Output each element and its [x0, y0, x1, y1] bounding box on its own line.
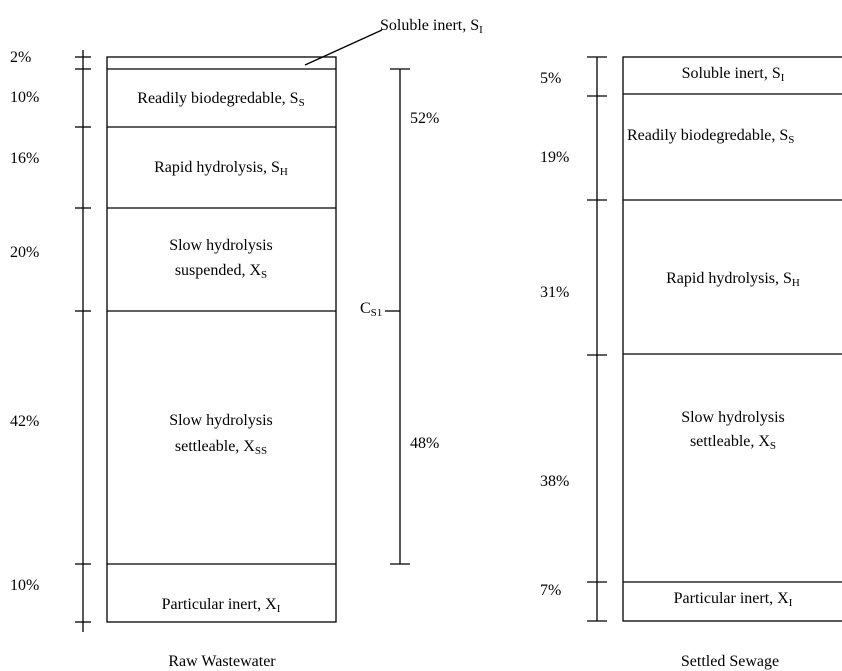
text-span: suspended, X: [175, 262, 262, 279]
segment-label: settleable, XS: [690, 433, 776, 452]
segment-label: Readily biodegredable, SS: [137, 90, 304, 109]
text-span: Readily biodegredable, S: [627, 127, 788, 144]
text-span: Readily biodegredable, S: [137, 90, 298, 107]
segment-label: Soluble inert, SI: [682, 65, 785, 84]
text-span: C: [360, 300, 371, 317]
raw-wastewater-column: 2% 10% 16% 20% 42% 10% Soluble inert, SI…: [10, 17, 483, 670]
segment-label: suspended, XS: [175, 262, 267, 281]
text-span: Soluble inert, S: [682, 65, 781, 82]
text-span: settleable, X: [690, 433, 770, 450]
text-span: S: [788, 134, 794, 146]
percent-label: 16%: [10, 150, 39, 167]
percent-label: 2%: [10, 49, 31, 66]
cs1-label: CS1: [360, 300, 382, 319]
percent-label: 52%: [410, 110, 439, 127]
percent-label: 42%: [10, 413, 39, 430]
text-span: Rapid hydrolysis, S: [154, 159, 280, 176]
percent-label: 7%: [540, 582, 561, 599]
leader-line: [304, 29, 383, 66]
text-span: H: [792, 277, 800, 289]
segment-label: settleable, XSS: [175, 438, 267, 457]
percent-label: 20%: [10, 244, 39, 261]
column-box: [622, 56, 842, 622]
segment-label: Soluble inert, SI: [380, 17, 483, 36]
settled-sewage-column: 5% 19% 31% 38% 7% Soluble inert, SI Read…: [540, 56, 842, 670]
percent-label: 31%: [540, 284, 569, 301]
text-span: Rapid hydrolysis, S: [666, 270, 792, 287]
percent-label: 19%: [540, 149, 569, 166]
text-span: S: [261, 269, 267, 281]
segment-label: Slow hydrolysis: [169, 412, 273, 429]
text-span: settleable, X: [175, 438, 255, 455]
percent-label: 10%: [10, 577, 39, 594]
caption: Raw Wastewater: [168, 653, 276, 670]
segment-label: Slow hydrolysis: [169, 237, 273, 254]
text-span: Particular inert, X: [162, 596, 278, 613]
segment-label: Particular inert, XI: [162, 596, 281, 615]
text-span: I: [789, 597, 793, 609]
segment-label: Rapid hydrolysis, SH: [154, 159, 288, 178]
text-span: S1: [371, 307, 383, 319]
percent-label: 5%: [540, 70, 561, 87]
text-span: SS: [255, 445, 267, 457]
segment-label: Slow hydrolysis: [681, 409, 785, 426]
text-span: S: [299, 97, 305, 109]
percent-label: 38%: [540, 473, 569, 490]
text-span: Soluble inert, S: [380, 17, 479, 34]
text-span: I: [277, 603, 281, 615]
segment-label: Particular inert, XI: [674, 590, 793, 609]
text-span: I: [479, 24, 483, 36]
text-span: S: [770, 440, 776, 452]
percent-label: 10%: [10, 89, 39, 106]
percent-label: 48%: [410, 435, 439, 452]
caption: Settled Sewage: [681, 653, 779, 670]
segment-label: Rapid hydrolysis, SH: [666, 270, 800, 289]
text-span: Particular inert, X: [674, 590, 790, 607]
text-span: I: [781, 72, 785, 84]
segment-label: Readily biodegredable, SS: [627, 127, 794, 146]
column-box: [106, 56, 337, 623]
text-span: H: [280, 166, 288, 178]
